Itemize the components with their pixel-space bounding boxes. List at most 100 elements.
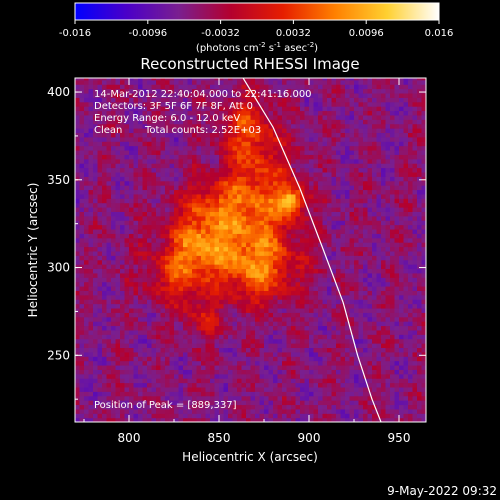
heatmap-cell — [358, 207, 364, 212]
heatmap-cell — [174, 158, 180, 164]
heatmap-cell — [246, 290, 252, 296]
heatmap-cell — [313, 264, 319, 270]
heatmap-cell — [412, 163, 418, 169]
heatmap-cell — [106, 220, 112, 226]
heatmap-cell — [93, 250, 99, 256]
heatmap-cell — [309, 207, 315, 212]
heatmap-cell — [178, 334, 184, 340]
heatmap-cell — [79, 321, 85, 327]
heatmap-cell — [327, 185, 333, 191]
heatmap-cell — [277, 395, 283, 401]
heatmap-cell — [327, 167, 333, 173]
heatmap-cell — [138, 272, 144, 278]
heatmap-cell — [300, 145, 306, 151]
heatmap-cell — [255, 404, 261, 410]
heatmap-cell — [102, 207, 108, 212]
heatmap-cell — [340, 246, 346, 252]
heatmap-cell — [205, 373, 211, 379]
heatmap-cell — [84, 334, 90, 340]
heatmap-cell — [79, 220, 85, 226]
heatmap-cell — [246, 237, 252, 243]
heatmap-cell — [412, 149, 418, 155]
heatmap-cell — [394, 163, 400, 169]
heatmap-cell — [124, 307, 130, 313]
heatmap-cell — [259, 369, 265, 375]
heatmap-cell — [201, 316, 207, 322]
heatmap-cell — [228, 400, 234, 406]
heatmap-cell — [313, 185, 319, 191]
heatmap-cell — [327, 417, 333, 422]
heatmap-cell — [97, 413, 103, 419]
heatmap-cell — [300, 141, 306, 147]
heatmap-cell — [390, 400, 396, 406]
heatmap-cell — [241, 268, 247, 274]
heatmap-cell — [268, 180, 274, 186]
heatmap-cell — [309, 373, 315, 379]
heatmap-cell — [322, 334, 328, 340]
heatmap-cell — [165, 343, 171, 349]
heatmap-cell — [160, 294, 166, 300]
heatmap-cell — [156, 391, 162, 397]
heatmap-cell — [187, 382, 193, 388]
heatmap-cell — [372, 242, 378, 248]
heatmap-cell — [417, 395, 423, 401]
heatmap-cell — [124, 171, 130, 177]
heatmap-cell — [201, 378, 207, 384]
heatmap-cell — [174, 250, 180, 256]
heatmap-cell — [358, 325, 364, 331]
heatmap-cell — [237, 163, 243, 169]
heatmap-cell — [79, 299, 85, 305]
heatmap-cell — [291, 246, 297, 252]
heatmap-cell — [97, 202, 103, 208]
heatmap-cell — [259, 338, 265, 344]
heatmap-cell — [102, 211, 108, 217]
heatmap-cell — [345, 325, 351, 331]
heatmap-cell — [255, 303, 261, 309]
heatmap-cell — [345, 386, 351, 392]
heatmap-cell — [142, 141, 148, 147]
heatmap-cell — [385, 285, 391, 291]
heatmap-cell — [417, 329, 423, 335]
heatmap-cell — [367, 303, 373, 309]
heatmap-cell — [246, 228, 252, 234]
heatmap-cell — [102, 171, 108, 177]
heatmap-cell — [417, 202, 423, 208]
heatmap-cell — [97, 369, 103, 375]
heatmap-cell — [399, 167, 405, 173]
heatmap-cell — [129, 373, 135, 379]
heatmap-cell — [178, 268, 184, 274]
heatmap-cell — [93, 408, 99, 414]
heatmap-cell — [228, 373, 234, 379]
heatmap-cell — [106, 351, 112, 357]
heatmap-cell — [156, 285, 162, 291]
heatmap-cell — [232, 211, 238, 217]
heatmap-cell — [376, 347, 382, 353]
heatmap-cell — [349, 316, 355, 322]
heatmap-cell — [313, 171, 319, 177]
heatmap-cell — [390, 189, 396, 195]
heatmap-cell — [282, 316, 288, 322]
heatmap-cell — [336, 171, 342, 177]
heatmap-cell — [178, 386, 184, 392]
heatmap-cell — [219, 163, 225, 169]
heatmap-cell — [156, 233, 162, 239]
heatmap-cell — [268, 360, 274, 366]
heatmap-cell — [187, 167, 193, 173]
heatmap-cell — [345, 329, 351, 335]
heatmap-cell — [264, 395, 270, 401]
heatmap-cell — [196, 259, 202, 265]
heatmap-cell — [259, 312, 265, 318]
heatmap-cell — [142, 303, 148, 309]
heatmap-cell — [336, 233, 342, 239]
heatmap-cell — [277, 189, 283, 195]
heatmap-cell — [336, 224, 342, 230]
heatmap-cell — [417, 154, 423, 160]
heatmap-cell — [142, 395, 148, 401]
heatmap-cell — [354, 325, 360, 331]
heatmap-cell — [291, 312, 297, 318]
heatmap-cell — [214, 149, 220, 155]
heatmap-cell — [372, 382, 378, 388]
heatmap-cell — [97, 163, 103, 169]
heatmap-cell — [376, 316, 382, 322]
heatmap-cell — [237, 299, 243, 305]
